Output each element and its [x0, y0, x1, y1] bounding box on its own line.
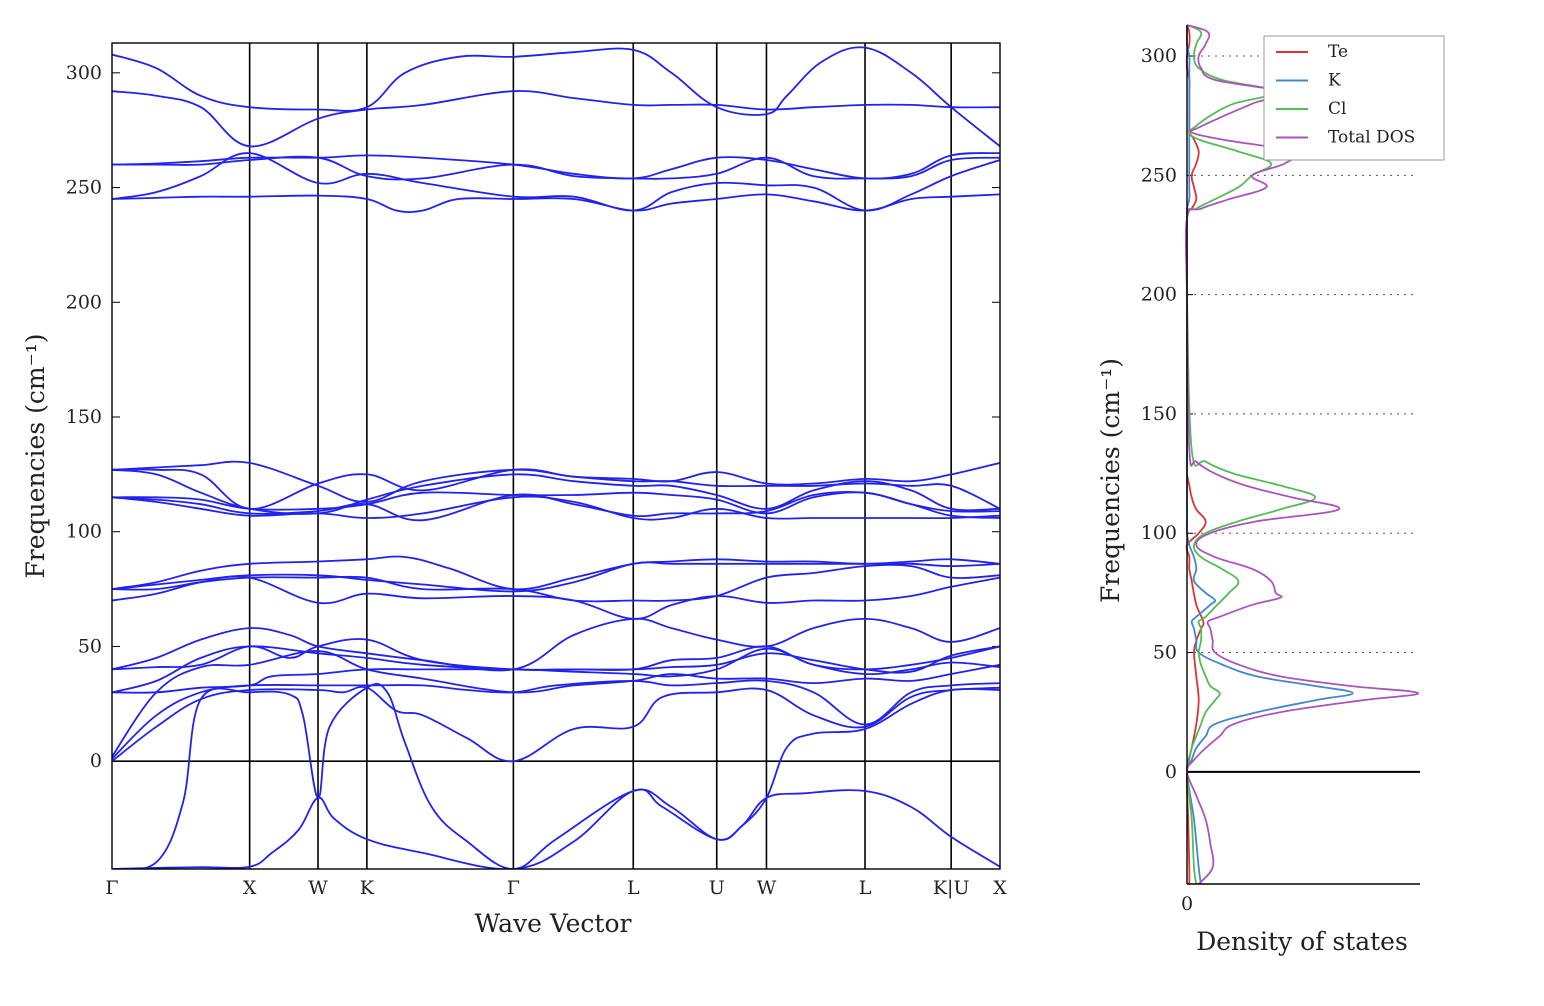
y-tick-label: 100 — [66, 521, 102, 543]
legend-entry: Te — [1328, 42, 1348, 62]
kpoint-label: L — [859, 877, 872, 899]
y-tick-label: 0 — [90, 750, 102, 772]
band-structure-plot: Γ X W K Γ L U W L K|U X 0 50 100 150 200 250 300 Wave Vect… — [21, 42, 1007, 938]
y-tick-label: 50 — [78, 635, 102, 657]
phonon-band — [112, 638, 1000, 672]
kpoint-label: W — [757, 877, 777, 899]
x-axis-label: Density of states — [1196, 927, 1408, 956]
kpoint-label: X — [993, 877, 1007, 899]
legend-entry: Cl — [1328, 99, 1346, 119]
y-tick-label: 300 — [66, 62, 102, 84]
y-tick-label: 200 — [1141, 284, 1177, 306]
legend: Te K Cl Total DOS — [1263, 35, 1445, 161]
bands — [112, 46, 1000, 869]
y-tick-label: 0 — [1165, 761, 1177, 783]
kpoint-label: Γ — [105, 877, 118, 899]
y-tick-label: 300 — [1141, 45, 1177, 67]
phonon-band — [112, 617, 1000, 672]
legend-entry: K — [1328, 71, 1341, 91]
legend-box — [1263, 35, 1445, 161]
kpoint-label: W — [308, 877, 328, 899]
phonon-band — [112, 555, 1000, 591]
plot-frame — [111, 42, 1001, 870]
y-tick-label: 200 — [66, 291, 102, 313]
phonon-band — [112, 650, 1000, 758]
y-axis-label: Frequencies (cm⁻¹) — [21, 333, 50, 578]
dos-curve — [1184, 24, 1419, 885]
phonon-band — [112, 462, 1000, 510]
phonon-band — [112, 155, 1000, 181]
dos-curve — [1185, 24, 1317, 885]
phonon-band — [112, 564, 1000, 603]
kpoint-label: K|U — [933, 877, 970, 899]
phonon-band — [112, 682, 1000, 869]
phonon-band — [112, 460, 1000, 510]
phonon-band — [112, 152, 1000, 180]
phonon-band — [112, 90, 1000, 148]
y-tick-label: 150 — [1141, 403, 1177, 425]
kpoint-label: U — [709, 877, 725, 899]
x-axis-label: Wave Vector — [475, 909, 632, 938]
kpoint-label: X — [243, 877, 257, 899]
y-tick-label: 100 — [1141, 522, 1177, 544]
y-tick-label: 250 — [1141, 164, 1177, 186]
y-tick-label: 50 — [1153, 642, 1177, 664]
y-tick-label: 250 — [66, 177, 102, 199]
phonon-band — [112, 686, 1000, 763]
phonon-band — [112, 495, 1000, 521]
phonon-band — [112, 152, 1000, 212]
phonon-band — [112, 491, 1000, 515]
phonon-band — [112, 647, 1000, 694]
x-tick-label: 0 — [1181, 893, 1193, 915]
legend-entry: Total DOS — [1328, 128, 1415, 148]
kpoint-label: L — [627, 877, 640, 899]
y-tick-label: 150 — [66, 406, 102, 428]
phonon-band — [112, 46, 1000, 148]
y-axis-label: Frequencies (cm⁻¹) — [1096, 358, 1125, 603]
kpoint-label: K — [360, 877, 375, 899]
kpoint-label: Γ — [507, 877, 520, 899]
phonon-band — [112, 788, 1000, 869]
